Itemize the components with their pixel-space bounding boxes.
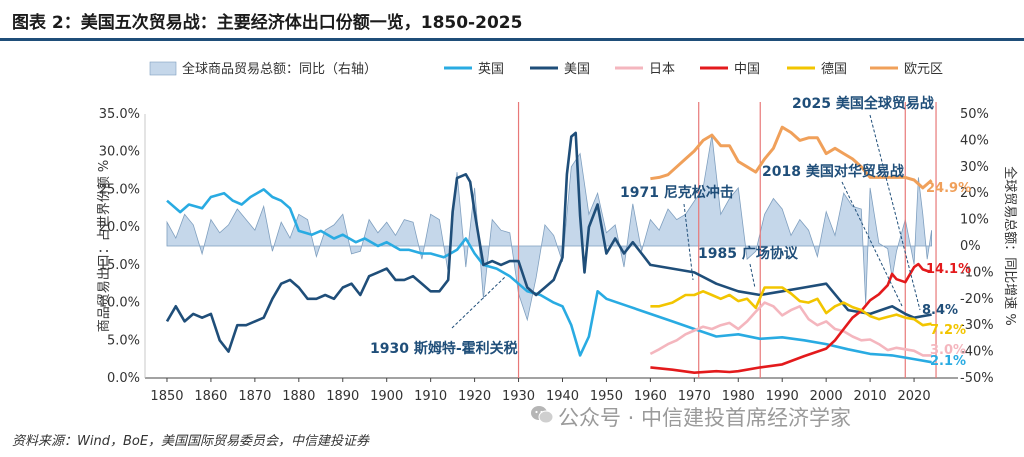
legend-label: 欧元区 <box>904 62 943 77</box>
annotation-1985: 1985 广场协议 <box>698 245 799 262</box>
end-label-eurozone: 24.9% <box>926 181 971 196</box>
x-tick-label: 1890 <box>326 389 359 404</box>
line-germany <box>650 286 932 327</box>
wechat-icon <box>531 406 554 424</box>
annotation-leader-2018 <box>841 181 903 307</box>
page-title: 图表 2：美国五次贸易战：主要经济体出口份额一览，1850-2025 <box>12 13 523 33</box>
x-tick-label: 1920 <box>458 389 491 404</box>
y-right-tick-label: 40% <box>960 133 989 148</box>
x-tick-label: 2020 <box>898 389 931 404</box>
y-left-tick-label: 15.0% <box>99 258 140 273</box>
legend-label: 日本 <box>649 62 675 77</box>
x-tick-label: 1860 <box>194 389 227 404</box>
y-left-tick-label: 30.0% <box>99 145 140 160</box>
annotation-leader-1971 <box>683 203 694 281</box>
end-label-japan: 3.0% <box>930 343 966 358</box>
y-right-tick-label: -50% <box>960 371 994 386</box>
source-note: 资料来源：Wind，BoE，美国国际贸易委员会，中信建投证券 <box>12 434 370 449</box>
end-label-us: 8.4% <box>922 303 958 318</box>
annotation-1971: 1971 尼克松冲击 <box>620 184 734 201</box>
end-label-uk: 2.1% <box>930 354 966 369</box>
annotation-2025: 2025 美国全球贸易战 <box>792 95 934 112</box>
y-right-axis-title: 全球贸易总额：同比增速 % <box>1002 166 1018 326</box>
y-right-tick-label: -10% <box>960 265 994 280</box>
x-tick-label: 1940 <box>546 389 579 404</box>
x-tick-label: 1970 <box>678 389 711 404</box>
line-uk <box>166 188 932 364</box>
annotation-2018: 2018 美国对华贸易战 <box>762 163 904 180</box>
y-right-tick-label: -20% <box>960 292 994 307</box>
y-left-tick-label: 10.0% <box>99 296 140 311</box>
y-right-tick-label: 0% <box>960 239 981 254</box>
x-tick-label: 1990 <box>766 389 799 404</box>
y-left-tick-label: 0.0% <box>107 371 140 386</box>
line-us <box>165 131 932 353</box>
legend-label: 全球商品贸易总额：同比（右轴） <box>182 61 377 77</box>
end-label-germany: 7.2% <box>930 323 966 338</box>
y-right-tick-label: 30% <box>960 160 989 175</box>
legend-label: 美国 <box>564 62 590 77</box>
y-left-axis-title: 商品贸易出口：占世界份额 % <box>97 160 112 333</box>
legend-label: 英国 <box>478 62 504 77</box>
y-left-tick-label: 35.0% <box>99 107 140 122</box>
watermark: 公众号 · 中信建投首席经济学家 <box>558 406 852 430</box>
x-tick-label: 1900 <box>370 389 403 404</box>
y-left-tick-label: 5.0% <box>107 333 140 348</box>
x-tick-label: 1910 <box>414 389 447 404</box>
annotation-leader-2025 <box>869 114 921 311</box>
x-tick-label: 1870 <box>238 389 271 404</box>
y-left-tick-label: 25.0% <box>99 182 140 197</box>
x-tick-label: 1880 <box>282 389 315 404</box>
y-left-tick-label: 20.0% <box>99 220 140 235</box>
x-tick-label: 1960 <box>634 389 667 404</box>
x-tick-label: 2010 <box>854 389 887 404</box>
area-world-trade <box>166 135 932 322</box>
x-tick-label: 1850 <box>150 389 183 404</box>
legend-label: 中国 <box>734 62 760 77</box>
annotation-1930: 1930 斯姆特-霍利关税 <box>370 340 518 357</box>
annotation-leader-1985 <box>749 263 756 289</box>
x-tick-label: 1930 <box>502 389 535 404</box>
annotation-leader-1930 <box>451 276 506 329</box>
y-right-tick-label: 20% <box>960 186 989 201</box>
line-japan <box>649 301 932 357</box>
y-right-tick-label: -40% <box>960 345 994 360</box>
chart: 全球商品贸易总额：同比（右轴） 英国 美国 日本 中国 德国 欧元区 1850 1860 1870… <box>97 61 1018 404</box>
title-bar: 图表 2：美国五次贸易战：主要经济体出口份额一览，1850-2025 <box>0 0 1024 41</box>
y-right-tick-label: 50% <box>960 107 989 122</box>
line-china <box>650 262 932 375</box>
line-eurozone <box>650 125 933 190</box>
x-tick-label: 1980 <box>722 389 755 404</box>
y-right-tick-label: -30% <box>960 318 994 333</box>
legend-swatch-world-trade <box>149 61 177 76</box>
y-right-tick-label: 10% <box>960 213 989 228</box>
legend-label: 德国 <box>821 62 847 77</box>
x-tick-label: 1950 <box>590 389 623 404</box>
end-label-china: 14.1% <box>926 262 971 277</box>
x-tick-label: 2000 <box>810 389 843 404</box>
